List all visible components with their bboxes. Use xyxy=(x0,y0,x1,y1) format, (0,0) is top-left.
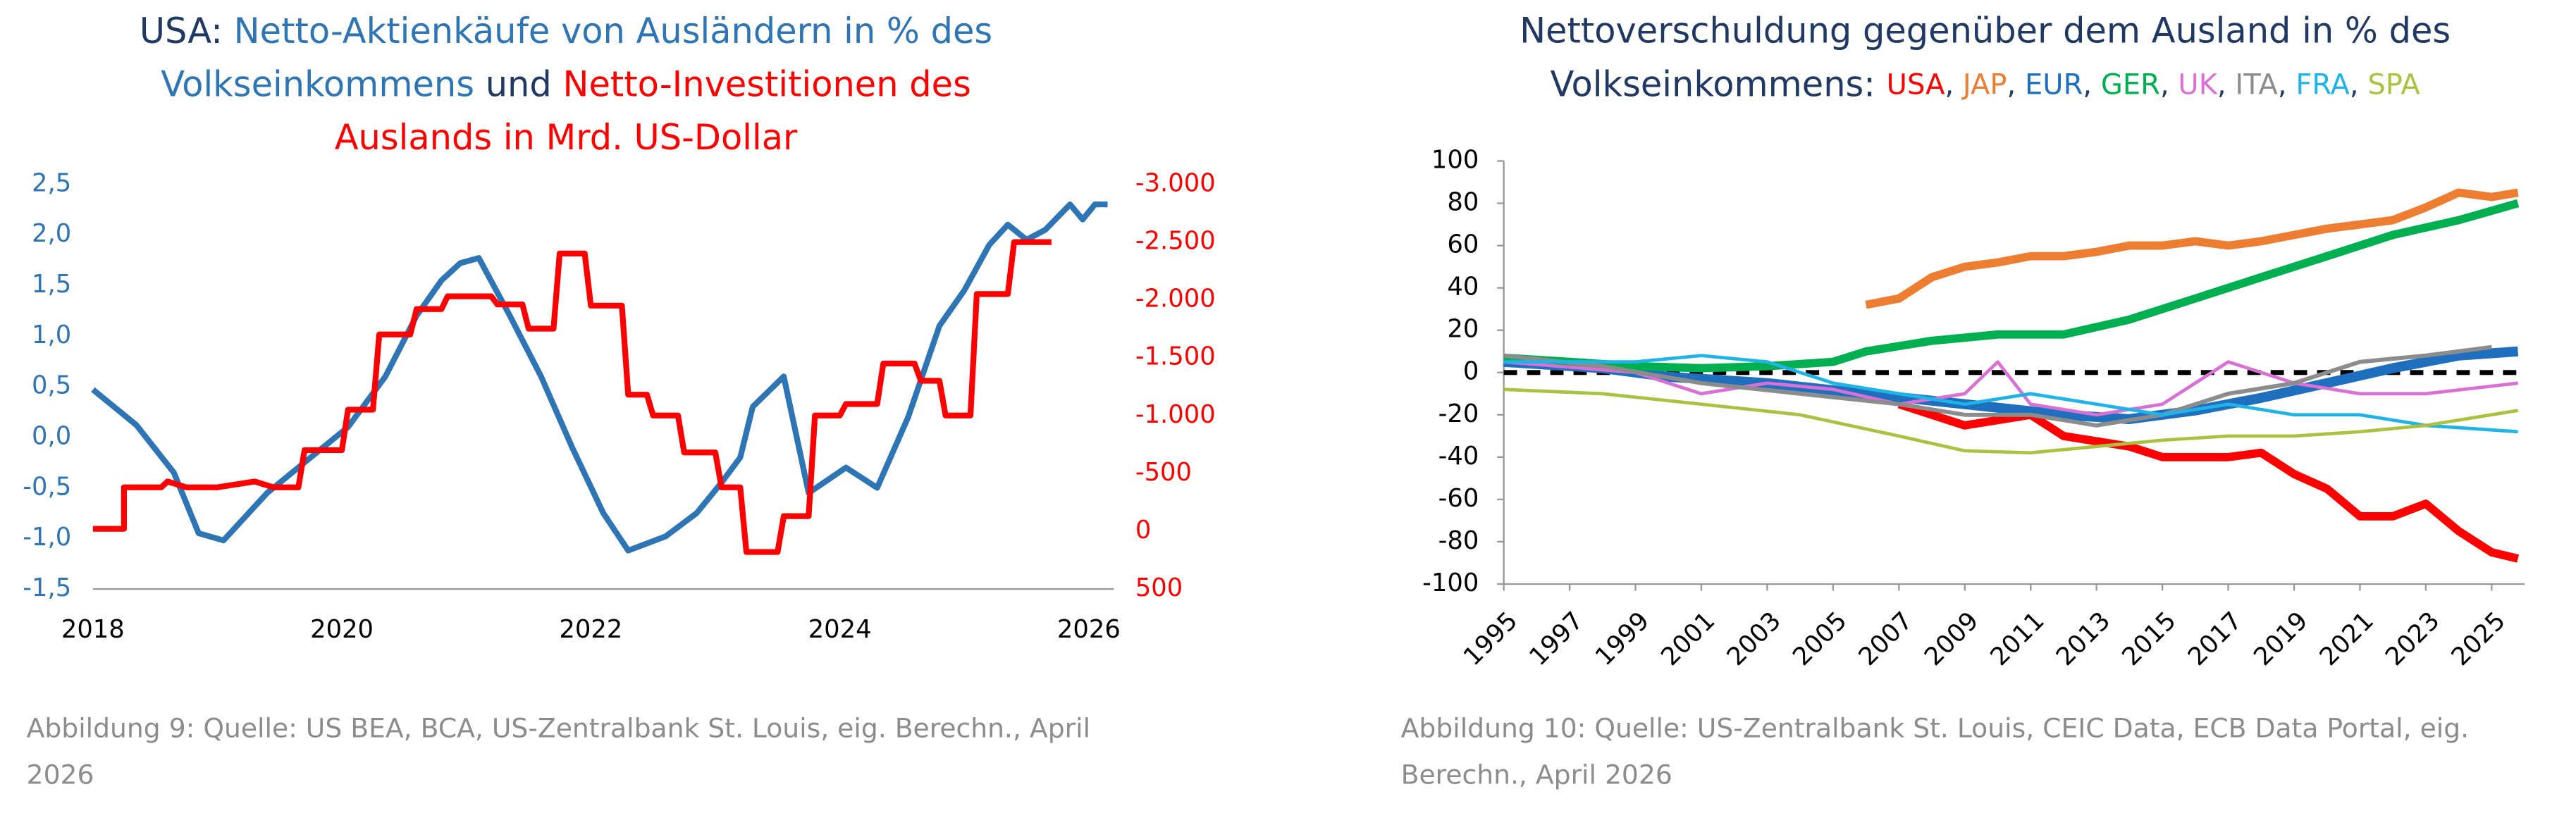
x-tick-label: 2017 xyxy=(2183,607,2248,672)
legend-separator: , xyxy=(2217,68,2235,101)
x-tick-label: 1995 xyxy=(1458,607,1524,672)
x-tick-label: 2005 xyxy=(1787,607,1853,672)
legend-entry: SPA xyxy=(2367,68,2420,101)
x-tick-label: 2001 xyxy=(1656,607,1721,672)
series-line xyxy=(1503,199,2520,373)
x-tick-label: 2015 xyxy=(2116,607,2182,672)
x-tick-label: 2018 xyxy=(61,615,125,644)
y-tick-label: -60 xyxy=(1438,484,1479,513)
caption: Abbildung 9: Quelle: US BEA, BCA, US-Zen… xyxy=(27,713,1090,744)
y-tick-label: 1,0 xyxy=(32,321,71,349)
caption: Berechn., April 2026 xyxy=(1401,759,1672,790)
y-tick-label: 0,5 xyxy=(32,371,71,400)
x-tick-label: 2007 xyxy=(1853,607,1918,672)
x-tick-label: 2026 xyxy=(1057,615,1121,644)
y-tick-label: -80 xyxy=(1438,526,1479,555)
y2-tick-label: 0 xyxy=(1135,516,1151,545)
series-line xyxy=(1503,345,2492,428)
y-tick-label: -0,5 xyxy=(23,472,71,501)
title-part: Volkseinkommens: xyxy=(1551,63,1887,104)
caption: Abbildung 10: Quelle: US-Zentralbank St.… xyxy=(1401,713,2469,744)
series-line xyxy=(1503,346,2519,424)
legend-entry: EUR xyxy=(2025,68,2083,101)
y2-tick-label: -1.500 xyxy=(1135,342,1216,371)
x-tick-label: 2025 xyxy=(2446,607,2511,672)
y-tick-label: 1,5 xyxy=(32,270,71,299)
y-tick-label: -1,5 xyxy=(23,573,71,602)
x-tick-label: 2024 xyxy=(808,615,872,644)
legend-separator: , xyxy=(2007,68,2025,101)
x-tick-label: 2019 xyxy=(2248,607,2314,672)
caption: 2026 xyxy=(27,759,94,790)
y-tick-label: 0 xyxy=(1463,357,1479,386)
legend-separator: , xyxy=(1945,68,1962,101)
legend-entry: JAP xyxy=(1961,68,2007,101)
x-tick-label: 2003 xyxy=(1721,607,1787,672)
x-tick-label: 2023 xyxy=(2380,607,2446,672)
y2-tick-label: -500 xyxy=(1135,458,1192,487)
x-tick-label: 2021 xyxy=(2314,607,2379,672)
title-part: Netto-Aktienkäufe von Ausländern in % de… xyxy=(234,11,992,51)
legend-entry: FRA xyxy=(2295,68,2350,101)
y-tick-label: 2,0 xyxy=(32,219,71,248)
legend-separator: , xyxy=(2278,68,2295,101)
chart-title: Nettoverschuldung gegenüber dem Ausland … xyxy=(1520,11,2451,51)
x-tick-label: 2009 xyxy=(1919,607,1985,672)
chart-title: Auslands in Mrd. US-Dollar xyxy=(335,116,798,157)
x-tick-label: 2022 xyxy=(559,615,622,644)
x-tick-label: 2013 xyxy=(2051,607,2116,672)
title-part: und xyxy=(474,63,562,104)
title-part: Volkseinkommens xyxy=(161,63,474,104)
title-part: Netto-Investitionen des xyxy=(562,63,970,104)
title-part: Auslands in Mrd. US-Dollar xyxy=(335,116,798,157)
legend-entry: UK xyxy=(2178,68,2218,101)
x-tick-label: 2011 xyxy=(1985,607,2050,672)
y-tick-label: -1,0 xyxy=(23,523,71,552)
y2-tick-label: -2.500 xyxy=(1135,227,1216,256)
y-tick-label: 100 xyxy=(1431,145,1479,174)
y2-tick-label: 500 xyxy=(1135,573,1183,602)
series-line xyxy=(91,201,1108,554)
x-tick-label: 2020 xyxy=(310,615,374,644)
x-tick-label: 1999 xyxy=(1590,607,1656,672)
legend-entry: GER xyxy=(2101,68,2160,101)
y-tick-label: 20 xyxy=(1447,315,1479,344)
series-line xyxy=(92,239,1052,555)
y-tick-label: 80 xyxy=(1447,188,1479,217)
title-part: USA: xyxy=(140,11,234,51)
y-tick-label: -100 xyxy=(1422,569,1479,597)
legend-separator: , xyxy=(2083,68,2100,101)
y-tick-label: 60 xyxy=(1447,230,1479,259)
legend-separator: , xyxy=(2160,68,2178,101)
y2-tick-label: -3.000 xyxy=(1135,168,1216,197)
y-tick-label: -40 xyxy=(1438,442,1479,471)
y-tick-label: 2,5 xyxy=(32,168,71,197)
chart-title: Volkseinkommens und Netto-Investitionen … xyxy=(161,63,971,104)
series-line xyxy=(1503,354,2518,434)
y-tick-label: 0,0 xyxy=(32,422,71,451)
chart-title: USA: Netto-Aktienkäufe von Ausländern in… xyxy=(140,11,992,51)
legend-entry: ITA xyxy=(2235,68,2278,101)
y-tick-label: -20 xyxy=(1438,399,1479,428)
legend-separator: , xyxy=(2350,68,2367,101)
y2-tick-label: -2.000 xyxy=(1135,285,1216,314)
x-tick-label: 1997 xyxy=(1524,607,1589,672)
legend-entry: USA xyxy=(1887,68,1945,101)
series-line xyxy=(1897,400,2520,563)
y2-tick-label: -1.000 xyxy=(1135,400,1216,429)
chart-legend-title: Volkseinkommens: USA, JAP, EUR, GER, UK,… xyxy=(1551,63,2421,104)
series-line xyxy=(1503,387,2519,455)
y-tick-label: 40 xyxy=(1447,273,1479,302)
series-line xyxy=(1865,188,2519,309)
